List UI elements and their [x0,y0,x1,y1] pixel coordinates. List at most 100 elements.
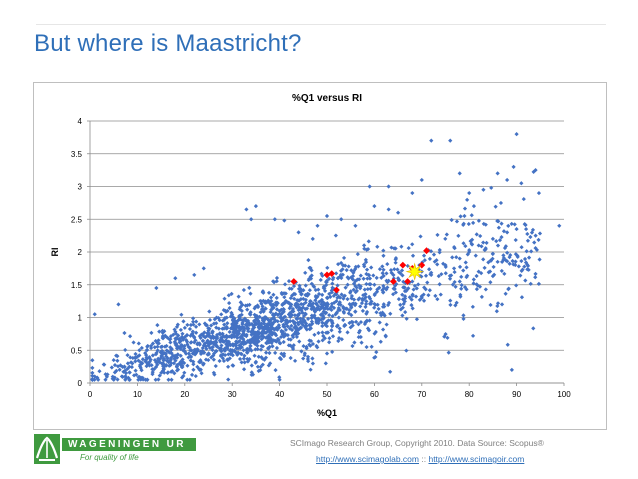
institution-point [308,343,313,348]
institution-point [191,362,196,367]
institution-point [410,253,416,258]
institution-point [528,234,533,240]
institution-point [95,375,100,381]
scimagolab-link[interactable]: http://www.scimagolab.com [316,454,419,464]
institution-point [528,281,533,286]
institution-point [327,306,333,311]
institution-point [397,270,402,275]
institution-point [497,238,503,243]
institution-point [349,275,354,280]
institution-point [159,344,164,350]
institution-point [358,319,364,325]
institution-point [341,255,347,261]
institution-point [360,298,365,303]
institution-point [164,348,169,353]
institution-point [241,329,246,334]
institution-point [241,348,246,353]
institution-point [146,360,151,366]
institution-point [160,335,165,341]
institution-point [207,345,213,351]
institution-point [282,282,288,287]
institution-point [263,335,269,340]
institution-point [281,307,286,312]
institution-point [462,206,468,211]
institution-point [336,315,341,320]
institution-point [266,338,271,343]
maastricht-star-icon [405,262,424,281]
institution-point [302,353,307,358]
institution-point [265,323,270,328]
x-tick-label: 40 [275,390,284,399]
institution-point [366,239,371,244]
institution-point [210,345,215,350]
institution-point [292,358,298,363]
institution-point [364,318,370,323]
peer-point [404,278,411,285]
institution-point [303,297,308,302]
institution-point [253,315,258,320]
institution-point [476,243,481,248]
institution-point [149,330,154,335]
institution-point [419,274,424,279]
institution-point [147,355,152,360]
institution-point [309,319,315,324]
institution-point [159,370,164,375]
institution-point [189,372,195,377]
institution-point [227,356,232,361]
institution-point [198,358,203,363]
institution-point [169,351,174,356]
institution-point [308,274,313,279]
institution-point [536,190,542,196]
institution-point [335,295,340,300]
institution-point [350,301,355,307]
institution-point [247,285,252,290]
institution-point [260,324,265,329]
institution-point [230,321,235,327]
institution-point [312,313,317,318]
scimagoir-link[interactable]: http://www.scimagoir.com [428,454,525,464]
institution-point [157,360,162,365]
institution-point [173,276,178,281]
institution-point [264,300,269,305]
institution-point [123,371,129,376]
institution-point [499,221,504,226]
institution-point [484,240,489,246]
institution-point [367,276,373,281]
institution-point [391,272,396,278]
institution-point [427,288,432,293]
institution-point [167,363,172,368]
institution-point [308,367,313,372]
institution-point [449,217,454,223]
institution-point [174,353,179,358]
institution-point [112,370,118,375]
institution-point [437,250,442,255]
institution-point [193,373,198,379]
institution-point [451,266,457,271]
institution-point [230,348,235,353]
institution-point [318,277,323,283]
institution-point [353,309,358,314]
institution-point [511,164,516,169]
institution-point [354,319,359,324]
institution-point [203,335,208,340]
institution-point [364,301,369,307]
institution-point [194,319,199,324]
institution-point [378,339,383,344]
institution-point [309,268,314,273]
institution-point [350,320,355,325]
institution-point [90,373,95,378]
institution-point [273,333,279,338]
institution-point [114,353,119,358]
institution-point [191,351,196,356]
institution-point [335,283,340,288]
institution-point [523,278,528,283]
institution-point [519,181,524,186]
institution-point [180,336,185,341]
institution-point [252,353,257,358]
chart-frame: 0 0.5 1 1.5 2 2.5 3 3.5 4 0 10 20 30 40 50 60 70 80 90 100%… [33,82,607,430]
institution-point [182,346,187,351]
institution-point [443,271,448,276]
institution-point [211,335,216,341]
institution-point [524,249,529,254]
institution-point [310,341,316,347]
